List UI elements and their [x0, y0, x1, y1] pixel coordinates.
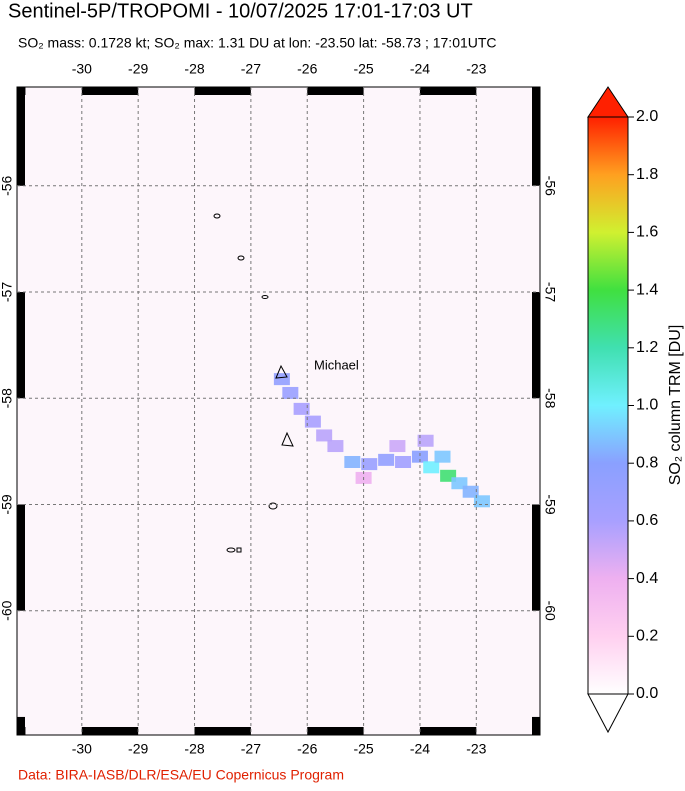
lat-tick-label: -56 — [542, 176, 558, 196]
so2-pixel — [423, 461, 440, 474]
lon-tick-label: -24 — [410, 741, 430, 757]
colorbar-label: SO₂ column TRM [DU] — [667, 325, 684, 486]
frame-bar — [532, 504, 540, 611]
lon-tick-label: -24 — [410, 61, 430, 77]
colorbar-tick-label: 0.4 — [636, 570, 658, 587]
lon-tick-label: -28 — [184, 741, 204, 757]
lon-tick-label: -30 — [72, 741, 92, 757]
so2-pixel — [389, 440, 406, 453]
so2-pixel — [462, 485, 479, 498]
colorbar-tick-label: 1.8 — [636, 166, 658, 183]
frame-bar — [17, 292, 25, 399]
map-area — [16, 86, 541, 736]
lon-tick-label: -26 — [297, 741, 317, 757]
so2-pixel — [361, 458, 378, 471]
colorbar-tick-label: 0.6 — [636, 512, 658, 529]
frame-bar — [419, 87, 477, 95]
colorbar-tick-label: 0.8 — [636, 454, 658, 471]
so2-pixel — [417, 434, 434, 447]
lon-tick-label: -23 — [466, 741, 486, 757]
so2-pixel — [411, 450, 428, 463]
colorbar-tick-label: 2.0 — [636, 108, 658, 125]
colorbar-tick-label: 1.6 — [636, 224, 658, 241]
map-layer — [273, 373, 490, 508]
frame-bar — [307, 87, 364, 95]
lon-tick-label: -30 — [72, 61, 92, 77]
frame-bar — [419, 727, 477, 735]
lat-tick-label: -57 — [0, 282, 15, 302]
so2-pixel — [378, 453, 395, 466]
so2-pixel — [344, 455, 361, 468]
lon-tick-label: -26 — [297, 61, 317, 77]
lon-tick-label: -29 — [128, 741, 148, 757]
frame-bar — [194, 87, 251, 95]
lon-tick-label: -29 — [128, 61, 148, 77]
frame-bar — [532, 716, 540, 735]
so2-pixel — [293, 402, 310, 415]
so2-pixel — [434, 450, 451, 463]
colorbar-max-arrow — [587, 86, 629, 118]
frame-bar — [81, 727, 139, 735]
lat-tick-label: -58 — [0, 388, 15, 408]
so2-pixel — [304, 415, 321, 428]
lon-tick-label: -27 — [241, 741, 261, 757]
lat-tick-label: -59 — [542, 494, 558, 514]
volcano-label: Michael — [314, 357, 359, 372]
colorbar-tick-label: 1.0 — [636, 397, 658, 414]
so2-pixel — [316, 429, 333, 442]
frame-bar — [17, 87, 25, 186]
frame-bar — [307, 727, 364, 735]
lat-tick-label: -57 — [542, 282, 558, 302]
frame-bar — [532, 87, 540, 186]
frame-bar — [81, 87, 139, 95]
frame-bar — [17, 504, 25, 611]
lat-tick-label: -60 — [542, 601, 558, 621]
so2-pixel — [327, 440, 344, 453]
colorbar-tick-label: 1.4 — [636, 281, 658, 298]
frame-bar — [17, 716, 25, 735]
lat-tick-label: -58 — [542, 388, 558, 408]
credit: Data: BIRA-IASB/DLR/ESA/EU Copernicus Pr… — [18, 767, 344, 783]
lon-tick-label: -28 — [184, 61, 204, 77]
lon-tick-label: -25 — [353, 741, 373, 757]
colorbar — [587, 116, 629, 695]
so2-pixel — [282, 386, 299, 399]
subtitle: SO₂ mass: 0.1728 kt; SO₂ max: 1.31 DU at… — [18, 35, 497, 51]
so2-pixel — [273, 373, 290, 386]
colorbar-min-arrow — [587, 693, 629, 734]
title: Sentinel-5P/TROPOMI - 10/07/2025 17:01-1… — [8, 0, 473, 22]
lon-tick-label: -25 — [353, 61, 373, 77]
lon-tick-label: -27 — [241, 61, 261, 77]
lon-tick-label: -23 — [466, 61, 486, 77]
colorbar-tick-label: 0.2 — [636, 628, 658, 645]
frame-bar — [194, 727, 251, 735]
colorbar-tick-label: 1.2 — [636, 339, 658, 356]
frame-bar — [532, 292, 540, 399]
lat-tick-label: -60 — [0, 600, 15, 620]
so2-pixel — [395, 455, 412, 468]
lat-tick-label: -59 — [0, 494, 15, 514]
lat-tick-label: -56 — [0, 175, 15, 195]
colorbar-tick-label: 0.0 — [636, 685, 658, 702]
volcano-contours — [213, 213, 294, 553]
